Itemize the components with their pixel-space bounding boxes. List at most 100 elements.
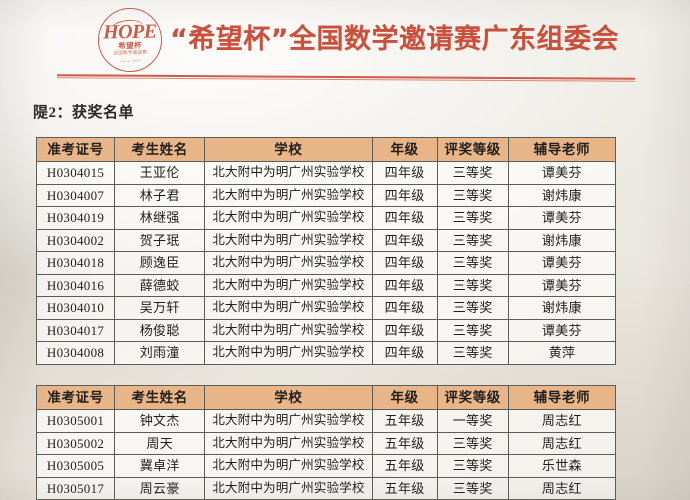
table-header-grade5: 准考证号 考生姓名 学校 年级 评奖等级 辅导老师 — [35, 385, 617, 410]
table-row: H0305001 钟文杰 北大附中为明广州实验学校 五年级 一等奖 周志红 — [35, 409, 617, 433]
cell-award-level: 三等奖 — [436, 454, 509, 478]
logo-wordmark: HOPE — [102, 20, 157, 44]
cell-exam-id: H0305001 — [35, 409, 116, 433]
cell-school: 北大附中为明广州实验学校 — [204, 273, 373, 297]
cell-award-level: 三等奖 — [436, 206, 509, 230]
cell-school: 北大附中为明广州实验学校 — [204, 318, 373, 342]
cell-teacher: 谭美芬 — [507, 273, 617, 297]
cell-exam-id: H0304007 — [35, 183, 116, 207]
cell-teacher: 谢炜康 — [507, 228, 617, 252]
cell-teacher: 谭美芬 — [507, 206, 617, 230]
column-header-student-name: 考生姓名 — [114, 385, 206, 410]
cell-teacher: 谢炜康 — [507, 296, 617, 320]
cell-exam-id: H0304015 — [35, 161, 116, 185]
cell-award-level: 三等奖 — [436, 228, 509, 252]
cell-school: 北大附中为明广州实验学校 — [204, 409, 373, 433]
cell-grade: 四年级 — [371, 206, 438, 230]
cell-grade: 五年级 — [371, 476, 438, 500]
cell-student-name: 顾逸臣 — [114, 251, 206, 275]
cell-teacher: 周志红 — [507, 431, 617, 455]
table-row: H0304010 吴万轩 北大附中为明广州实验学校 四年级 三等奖 谢炜康 — [35, 296, 617, 320]
letterhead: HOPE 希望杯 全国数学邀请赛 since 1990 “希望杯”全国数学邀请赛… — [0, 0, 690, 92]
cell-award-level: 三等奖 — [436, 431, 509, 455]
column-header-exam-id: 准考证号 — [35, 385, 116, 410]
cell-grade: 四年级 — [371, 273, 438, 297]
column-header-award-level: 评奖等级 — [436, 137, 509, 162]
cell-student-name: 林继强 — [114, 206, 206, 230]
column-header-grade: 年级 — [371, 137, 438, 162]
table-row: H0305002 周天 北大附中为明广州实验学校 五年级 三等奖 周志红 — [35, 431, 617, 455]
logo-since-text: since 1990 — [119, 58, 142, 64]
table-row: H0305017 周云豪 北大附中为明广州实验学校 五年级 三等奖 周志红 — [35, 476, 617, 500]
cell-exam-id: H0305017 — [35, 476, 116, 500]
cell-exam-id: H0304018 — [35, 251, 116, 275]
cell-grade: 五年级 — [371, 409, 438, 433]
cell-exam-id: H0304019 — [35, 206, 116, 230]
cell-student-name: 周云豪 — [114, 476, 206, 500]
cell-grade: 四年级 — [371, 318, 438, 342]
table-row: H0304007 林子君 北大附中为明广州实验学校 四年级 三等奖 谢炜康 — [35, 183, 617, 207]
letterhead-divider — [56, 74, 636, 83]
cell-award-level: 三等奖 — [436, 183, 509, 207]
award-table-grade5: 准考证号 考生姓名 学校 年级 评奖等级 辅导老师 H0305001 钟文杰 北大附中为明广州… — [35, 385, 617, 500]
column-header-grade: 年级 — [371, 385, 438, 410]
cell-student-name: 薛德蛟 — [114, 273, 206, 297]
logo-chinese-name: 希望杯 — [118, 40, 143, 51]
column-header-school: 学校 — [204, 385, 373, 410]
cell-award-level: 三等奖 — [436, 251, 509, 275]
cell-grade: 五年级 — [371, 454, 438, 478]
cell-teacher: 谭美芬 — [507, 161, 617, 185]
table-row: H0304019 林继强 北大附中为明广州实验学校 四年级 三等奖 谭美芬 — [35, 206, 617, 230]
table-body-grade5: H0305001 钟文杰 北大附中为明广州实验学校 五年级 一等奖 周志红 H0305002… — [35, 409, 617, 500]
cell-teacher: 周志红 — [507, 409, 617, 433]
hope-cup-logo-icon: HOPE 希望杯 全国数学邀请赛 since 1990 — [97, 7, 163, 73]
cell-exam-id: H0304017 — [35, 318, 116, 342]
cell-award-level: 三等奖 — [436, 161, 509, 185]
cell-exam-id: H0304016 — [35, 273, 116, 297]
cell-school: 北大附中为明广州实验学校 — [204, 251, 373, 275]
cell-grade: 四年级 — [371, 183, 438, 207]
cell-award-level: 三等奖 — [436, 296, 509, 320]
cell-school: 北大附中为明广州实验学校 — [204, 161, 373, 185]
cell-student-name: 王亚伦 — [114, 161, 206, 185]
column-header-award-level: 评奖等级 — [436, 385, 509, 410]
table-header-grade4: 准考证号 考生姓名 学校 年级 评奖等级 辅导老师 — [35, 137, 617, 162]
column-header-student-name: 考生姓名 — [114, 137, 206, 162]
cell-grade: 四年级 — [371, 341, 438, 365]
logo-chinese-subtitle: 全国数学邀请赛 — [113, 49, 148, 56]
cell-teacher: 谭美芬 — [507, 318, 617, 342]
cell-award-level: 三等奖 — [436, 318, 509, 342]
table-row: H0304008 刘雨潼 北大附中为明广州实验学校 四年级 三等奖 黄萍 — [35, 341, 617, 365]
cell-student-name: 林子君 — [114, 183, 206, 207]
table-row: H0304018 顾逸臣 北大附中为明广州实验学校 四年级 三等奖 谭美芬 — [35, 251, 617, 275]
cell-student-name: 刘雨潼 — [114, 341, 206, 365]
cell-teacher: 周志红 — [507, 476, 617, 500]
table-row: H0304016 薛德蛟 北大附中为明广州实验学校 四年级 三等奖 谭美芬 — [35, 273, 617, 297]
cell-grade: 四年级 — [371, 251, 438, 275]
cell-grade: 四年级 — [371, 228, 438, 252]
cell-student-name: 冀卓洋 — [114, 454, 206, 478]
cell-school: 北大附中为明广州实验学校 — [204, 206, 373, 230]
cell-grade: 四年级 — [371, 296, 438, 320]
cell-student-name: 杨俊聪 — [114, 318, 206, 342]
cell-school: 北大附中为明广州实验学校 — [204, 341, 373, 365]
column-header-teacher: 辅导老师 — [507, 137, 617, 162]
cell-exam-id: H0304008 — [35, 341, 116, 365]
cell-school: 北大附中为明广州实验学校 — [204, 476, 373, 500]
page-title: “希望杯”全国数学邀请赛广东组委会 — [170, 24, 619, 55]
table-row: H0304002 贺子珉 北大附中为明广州实验学校 四年级 三等奖 谢炜康 — [35, 228, 617, 252]
table-header-row: 准考证号 考生姓名 学校 年级 评奖等级 辅导老师 — [35, 137, 617, 162]
cell-student-name: 周天 — [114, 431, 206, 455]
cell-grade: 五年级 — [371, 431, 438, 455]
cell-exam-id: H0304002 — [35, 228, 116, 252]
cell-teacher: 谢炜康 — [507, 183, 617, 207]
award-table-grade4: 准考证号 考生姓名 学校 年级 评奖等级 辅导老师 H0304015 王亚伦 北大附中为明广州… — [35, 137, 617, 365]
column-header-teacher: 辅导老师 — [507, 385, 617, 410]
cell-exam-id: H0305002 — [35, 431, 116, 455]
cell-school: 北大附中为明广州实验学校 — [204, 296, 373, 320]
cell-teacher: 乐世森 — [507, 454, 617, 478]
cell-student-name: 吴万轩 — [114, 296, 206, 320]
cell-school: 北大附中为明广州实验学校 — [204, 183, 373, 207]
column-header-school: 学校 — [204, 137, 373, 162]
